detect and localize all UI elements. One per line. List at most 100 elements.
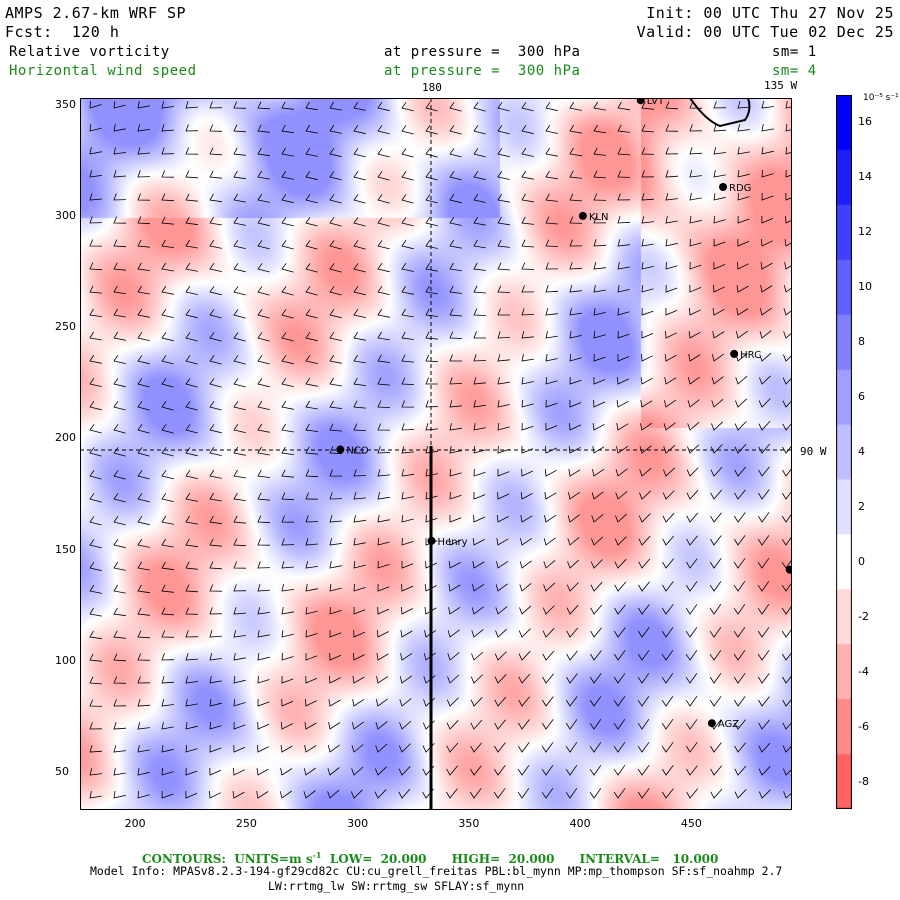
wind-barb — [545, 308, 558, 316]
wind-barb — [710, 512, 722, 523]
wind-barb — [617, 353, 630, 362]
map-overlay: LVT RDG KLN HRC NCO Henry AGZ — [80, 98, 792, 810]
wind-barb — [566, 627, 579, 638]
wind-barb — [377, 194, 390, 204]
wind-barb — [185, 492, 198, 502]
wind-barb — [734, 719, 746, 730]
wind-barb — [401, 400, 415, 408]
wind-barb — [377, 308, 390, 318]
wind-barb — [353, 377, 366, 386]
wind-barb — [89, 424, 102, 434]
wind-barb — [665, 170, 679, 178]
wind-barb — [281, 675, 294, 684]
station-marker[interactable] — [578, 211, 587, 220]
wind-barb — [757, 580, 770, 592]
contours-info: CONTOURS: UNITS=m s-1 LOW= 20.000 HIGH= … — [142, 851, 718, 865]
wind-barb — [449, 125, 462, 135]
wind-barb — [305, 377, 318, 387]
wind-barb — [473, 125, 486, 135]
wind-barb — [209, 744, 222, 753]
wind-barb — [89, 331, 102, 341]
wind-barb — [137, 699, 151, 707]
station-marker[interactable] — [719, 183, 728, 191]
x-tick: 250 — [235, 817, 257, 830]
wind-barb — [784, 262, 792, 270]
wind-barb — [209, 147, 223, 156]
wind-barb — [281, 193, 294, 204]
wind-barb — [470, 697, 483, 707]
y-tick: 300 — [55, 208, 76, 222]
wind-barb — [497, 285, 511, 293]
wind-barb — [665, 147, 679, 155]
wind-barb — [785, 192, 792, 201]
wind-barb — [497, 491, 510, 500]
wind-barb — [687, 421, 700, 431]
wind-barb — [257, 653, 270, 661]
wind-barb — [687, 399, 700, 408]
wind-barb — [401, 423, 415, 431]
wind-barb — [567, 559, 580, 569]
station-marker[interactable] — [707, 719, 716, 728]
wind-barb — [305, 675, 318, 684]
station-marker[interactable] — [730, 349, 739, 358]
station-label: HRC — [740, 350, 761, 361]
model-title: AMPS 2.67-km WRF SP — [5, 4, 187, 22]
wind-barb — [209, 469, 222, 479]
station-marker[interactable] — [636, 98, 645, 105]
wind-barb — [590, 627, 602, 638]
wind-barb — [424, 607, 437, 615]
wind-barb — [329, 400, 342, 409]
wind-barb — [757, 626, 770, 638]
wind-barb — [327, 789, 340, 799]
wind-barb — [424, 583, 437, 592]
wind-barb — [447, 652, 460, 661]
wind-barb — [613, 741, 626, 753]
map-frame — [80, 98, 792, 810]
wind-barb — [398, 766, 411, 776]
wind-barb — [137, 790, 150, 799]
wind-barb — [566, 582, 579, 592]
wind-barb — [353, 423, 367, 431]
wind-barb — [709, 672, 722, 684]
wind-barb — [113, 147, 126, 155]
wind-barb — [305, 309, 318, 319]
wind-barb — [329, 561, 342, 569]
wind-barb — [689, 284, 702, 293]
wind-barb — [89, 239, 103, 247]
wind-barb — [351, 744, 364, 753]
wind-barb — [734, 765, 747, 776]
vorticity-field — [80, 98, 792, 810]
wind-barb — [545, 124, 558, 134]
wind-barb — [377, 423, 391, 431]
y-tick: 350 — [55, 97, 76, 111]
wind-barb — [473, 354, 487, 362]
wind-barb — [399, 720, 412, 730]
wind-barb — [161, 101, 174, 109]
wind-barb — [710, 489, 723, 500]
wind-barb — [518, 719, 530, 730]
wind-barb — [662, 581, 674, 592]
station-marker[interactable] — [427, 536, 436, 545]
wind-barb — [449, 354, 462, 362]
wind-barb — [446, 788, 458, 799]
wind-barb — [377, 101, 390, 112]
wind-barb — [329, 423, 342, 432]
colorbar-unit: 10⁻⁵ s⁻¹ — [863, 93, 899, 103]
wind-barb — [617, 193, 631, 201]
station-marker[interactable] — [336, 445, 345, 454]
wind-barb — [185, 124, 199, 132]
wind-barb — [519, 582, 532, 592]
edge-station-marker[interactable] — [785, 565, 792, 574]
wind-barb — [713, 215, 726, 224]
vorticity-map[interactable]: LVT RDG KLN HRC NCO Henry AGZ — [80, 98, 792, 810]
wind-barb — [209, 446, 222, 456]
wind-barb — [401, 583, 414, 592]
wind-barb — [233, 653, 246, 661]
wind-barb — [257, 286, 270, 296]
wind-barb — [641, 193, 655, 201]
wind-barb — [593, 353, 606, 362]
wind-barb — [638, 604, 650, 615]
wind-barb — [689, 216, 702, 224]
wind-barb — [471, 629, 484, 638]
wind-barb — [521, 331, 534, 339]
